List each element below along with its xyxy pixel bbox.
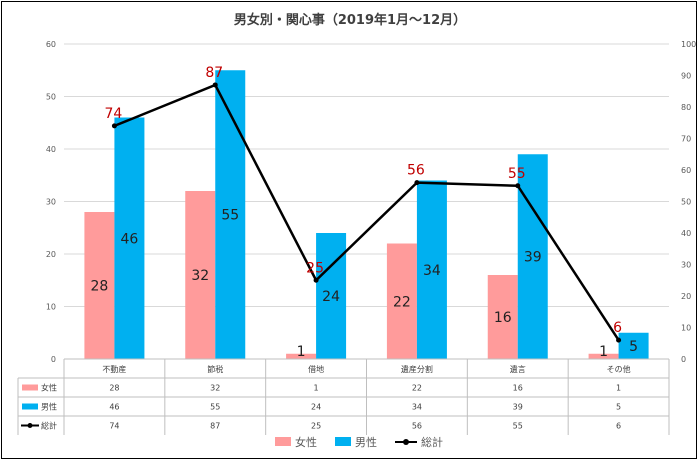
table-cell: 6 — [616, 422, 621, 431]
y-right-tick-label: 10 — [681, 324, 691, 333]
total-marker — [616, 337, 622, 343]
y-right-tick-label: 70 — [681, 135, 691, 144]
x-category-label: 遺産分割 — [401, 364, 433, 374]
bar-data-label: 5 — [629, 339, 638, 355]
table-cell: 39 — [513, 403, 523, 412]
table-legend-key — [27, 423, 33, 428]
bar-data-label: 24 — [322, 289, 340, 305]
x-category-label: 遺言 — [510, 364, 526, 374]
total-marker — [313, 277, 319, 283]
bar-data-label: 39 — [524, 250, 542, 266]
total-marker — [414, 180, 420, 186]
table-cell: 74 — [109, 422, 119, 431]
bar-male — [618, 332, 649, 359]
total-marker — [212, 82, 218, 88]
table-cell: 46 — [109, 403, 119, 412]
total-data-label: 56 — [407, 163, 425, 179]
total-data-label: 87 — [205, 65, 223, 81]
y-right-tick-label: 0 — [681, 355, 686, 364]
table-cell: 55 — [513, 422, 523, 431]
total-line — [113, 83, 620, 341]
bar-data-label: 46 — [121, 231, 139, 247]
y-left-tick-label: 20 — [46, 250, 56, 259]
y-left-tick-label: 30 — [46, 198, 56, 207]
bar-male — [316, 233, 347, 359]
y-left-tick-label: 60 — [46, 40, 56, 49]
table-cell: 22 — [412, 384, 422, 393]
table-legend-key — [22, 384, 38, 391]
bar-data-label: 55 — [221, 208, 239, 224]
bar-data-label: 16 — [494, 310, 512, 326]
y-right-tick-label: 50 — [681, 198, 691, 207]
bar-data-label: 1 — [297, 344, 306, 360]
total-data-label: 55 — [508, 166, 526, 182]
bar-data-label: 34 — [423, 263, 441, 279]
y-left-tick-label: 0 — [51, 355, 56, 364]
x-category-label: 節税 — [207, 364, 223, 374]
total-data-label: 25 — [306, 260, 324, 276]
y-right-tick-label: 90 — [681, 72, 691, 81]
y-right-tick-label: 20 — [681, 292, 691, 301]
legend-key — [275, 437, 291, 446]
y-right-tick-label: 30 — [681, 261, 691, 270]
legend-label: 男性 — [355, 435, 377, 449]
table-cell: 1 — [616, 384, 621, 393]
table-cell: 5 — [616, 403, 621, 412]
y-left-tick-label: 10 — [46, 303, 56, 312]
x-category-label: その他 — [607, 364, 631, 374]
bar-data-label: 22 — [393, 294, 411, 310]
bar-male — [215, 70, 246, 359]
y-right-tick-label: 100 — [681, 40, 696, 49]
chart-title: 男女別・関心事（2019年1月～12月） — [234, 12, 466, 28]
bar-female — [286, 353, 317, 359]
bar-male — [416, 180, 447, 359]
y-right-tick-label: 40 — [681, 229, 691, 238]
legend-label: 女性 — [295, 435, 317, 449]
bar-female — [386, 243, 417, 359]
table-cell: 32 — [210, 384, 220, 393]
y-right-tick-label: 60 — [681, 166, 691, 175]
total-data-label: 6 — [613, 320, 622, 336]
bar-data-label: 28 — [91, 279, 109, 295]
table-cell: 87 — [210, 422, 220, 431]
y-right-tick-label: 80 — [681, 103, 691, 112]
bar-data-label: 1 — [599, 344, 608, 360]
table-series-label: 男性 — [41, 402, 57, 412]
x-category-label: 借地 — [308, 364, 324, 374]
table-cell: 56 — [412, 422, 422, 431]
table-cell: 55 — [210, 403, 220, 412]
table-cell: 1 — [314, 384, 319, 393]
bar-female — [84, 212, 115, 359]
table-cell: 28 — [109, 384, 119, 393]
table-series-label: 総計 — [41, 421, 57, 431]
table-cell: 25 — [311, 422, 321, 431]
legend-key — [403, 439, 409, 445]
bar-male — [517, 154, 548, 359]
y-left-tick-label: 40 — [46, 145, 56, 154]
table-cell: 24 — [311, 403, 321, 412]
bar-female — [487, 275, 518, 359]
table-legend-key — [22, 403, 38, 410]
bar-female — [588, 353, 619, 359]
table-cell: 16 — [513, 384, 523, 393]
legend-key — [335, 437, 351, 446]
total-marker — [515, 183, 521, 189]
x-category-label: 不動産 — [102, 364, 126, 374]
bar-female — [185, 191, 216, 359]
table-cell: 34 — [412, 403, 422, 412]
bar-male — [114, 117, 145, 359]
table-series-label: 女性 — [41, 383, 57, 393]
total-data-label: 74 — [105, 106, 123, 122]
y-left-tick-label: 50 — [46, 93, 56, 102]
legend-label: 総計 — [421, 435, 443, 449]
bar-data-label: 32 — [191, 268, 209, 284]
total-marker — [111, 123, 117, 129]
